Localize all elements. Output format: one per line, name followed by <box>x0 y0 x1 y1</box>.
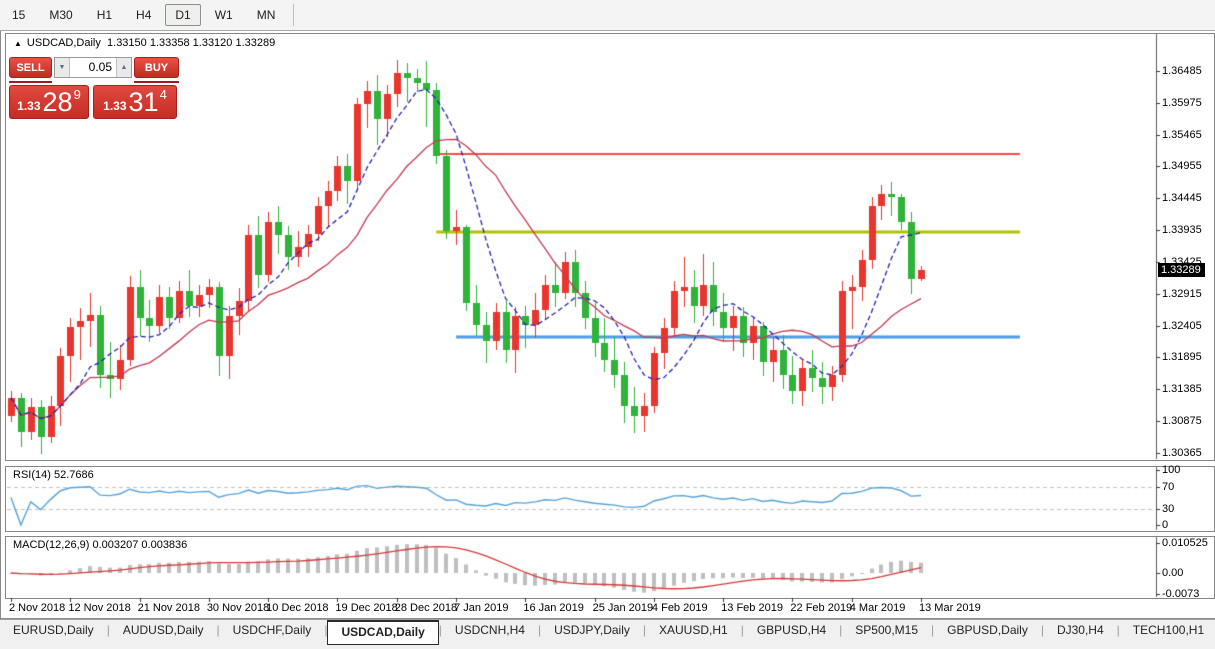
date-axis-label: 16 Jan 2019 <box>523 602 584 614</box>
date-axis-label: 2 Nov 2018 <box>9 602 66 614</box>
chart-symbol-label: USDCAD,Daily <box>26 37 101 49</box>
tab-divider: | <box>931 623 935 637</box>
price-axis-label: 1.33935 <box>1162 224 1202 237</box>
timeframe-button-mn[interactable]: MN <box>256 8 276 22</box>
chart-ohlc-values: 1.33150 1.33358 1.33120 1.33289 <box>107 37 276 49</box>
tab-divider: | <box>216 623 220 637</box>
chart-tab-usdchf-daily[interactable]: USDCHF,Daily <box>232 623 312 637</box>
date-axis-label: 21 Nov 2018 <box>137 602 200 614</box>
price-axis-label: 1.32405 <box>1162 319 1202 332</box>
price-axis-label: 1.36485 <box>1162 65 1202 77</box>
chart-tab-usdcnh-h4[interactable]: USDCNH,H4 <box>454 623 525 637</box>
rsi-indicator-label: RSI(14) 52.7686 <box>13 469 94 481</box>
sell-price-button[interactable]: 1.33 28 9 <box>9 85 89 119</box>
chart-canvas[interactable] <box>1 31 1215 619</box>
rsi-axis-label: 0 <box>1162 519 1169 531</box>
rsi-axis-label: 30 <box>1162 502 1175 515</box>
macd-indicator-label: MACD(12,26,9) 0.003207 0.003836 <box>13 539 188 551</box>
date-axis-label: 10 Dec 2018 <box>266 602 329 614</box>
price-axis-label: 1.31385 <box>1162 383 1202 396</box>
volume-stepper: ▼ 0.05 ▲ <box>54 57 132 78</box>
macd-axis-label: 0.00 <box>1162 567 1184 579</box>
sell-price-main: 28 <box>42 87 73 117</box>
price-axis-label: 1.34445 <box>1162 192 1202 205</box>
timeframe-button-m30[interactable]: M30 <box>49 8 73 22</box>
price-axis-label: 1.30365 <box>1162 446 1202 459</box>
timeframe-button-15[interactable]: 15 <box>12 8 26 22</box>
price-axis-label: 1.31895 <box>1162 351 1202 364</box>
chart-tab-xauusd-h1[interactable]: XAUUSD,H1 <box>659 623 728 637</box>
tab-divider: | <box>1040 623 1044 637</box>
date-axis-label: 12 Nov 2018 <box>68 602 131 614</box>
chart-title: ▲ USDCAD,Daily 1.33150 1.33358 1.33120 1.… <box>14 37 275 49</box>
chart-tab-usdcad-daily[interactable]: USDCAD,Daily <box>327 620 439 645</box>
tab-divider: | <box>106 623 110 637</box>
collapse-arrow-icon[interactable]: ▲ <box>14 39 22 48</box>
volume-input[interactable]: 0.05 <box>88 60 112 74</box>
sell-divider <box>9 81 52 83</box>
price-axis-label: 1.35465 <box>1162 128 1202 141</box>
chart-tab-dj30-h4[interactable]: DJ30,H4 <box>1056 623 1104 637</box>
rsi-axis-label: 100 <box>1162 464 1181 476</box>
chart-tab-audusd-daily[interactable]: AUDUSD,Daily <box>122 623 204 637</box>
buy-price-main: 31 <box>128 87 159 117</box>
tab-divider: | <box>740 623 744 637</box>
chart-tab-tech100-h1[interactable]: TECH100,H1 <box>1132 623 1205 637</box>
volume-decrease-icon[interactable]: ▼ <box>55 58 70 77</box>
tab-divider: | <box>642 623 646 637</box>
current-price-tag: 1.33289 <box>1158 263 1205 278</box>
tab-divider: | <box>839 623 843 637</box>
price-axis-label: 1.35975 <box>1162 96 1202 109</box>
price-axis-label: 1.32915 <box>1162 287 1202 300</box>
buy-price-button[interactable]: 1.33 31 4 <box>93 85 177 119</box>
macd-axis-label: -0.0073 <box>1162 587 1200 600</box>
chart-tab-sp500-m15[interactable]: SP500,M15 <box>855 623 919 637</box>
timeframe-button-h4[interactable]: H4 <box>136 8 152 22</box>
buy-button[interactable]: BUY <box>134 57 179 78</box>
timeframe-button-d1[interactable]: D1 <box>165 4 201 26</box>
volume-increase-icon[interactable]: ▲ <box>116 58 131 77</box>
sell-price-prefix: 1.33 <box>17 99 41 113</box>
macd-axis-label: 0.010525 <box>1162 537 1208 549</box>
date-axis-label: 4 Mar 2019 <box>849 602 906 614</box>
date-axis-label: 13 Feb 2019 <box>721 602 783 614</box>
date-axis-label: 25 Jan 2019 <box>592 602 654 614</box>
sell-button[interactable]: SELL <box>9 57 52 78</box>
date-axis-label: 22 Feb 2019 <box>790 602 853 614</box>
chart-tab-bar: EURUSD,Daily | AUDUSD,Daily | USDCHF,Daily | U… <box>0 619 1215 649</box>
tab-divider: | <box>1116 623 1120 637</box>
timeframe-button-h1[interactable]: H1 <box>96 8 113 22</box>
tab-divider: | <box>537 623 542 637</box>
chart-tab-gbpusd-h4[interactable]: GBPUSD,H4 <box>756 623 827 637</box>
chart-tab-usdjpy-daily[interactable]: USDJPY,Daily <box>554 623 630 637</box>
date-axis-label: 19 Dec 2018 <box>335 602 398 614</box>
chart-tab-gbpusd-daily[interactable]: GBPUSD,Daily <box>947 623 1028 637</box>
toolbar-separator <box>293 4 295 26</box>
price-axis-label: 1.34955 <box>1162 160 1202 173</box>
chart-tab-eurusd-daily[interactable]: EURUSD,Daily <box>13 623 94 637</box>
chart-window: ▲ USDCAD,Daily 1.33150 1.33358 1.33120 1.… <box>0 31 1215 619</box>
date-axis-label: 7 Jan 2019 <box>454 602 509 614</box>
date-axis-label: 4 Feb 2019 <box>651 602 708 614</box>
buy-price-prefix: 1.33 <box>103 99 127 113</box>
buy-divider <box>134 81 179 83</box>
timeframe-toolbar: 15 M30 H1 H4 D1 W1 MN <box>0 0 1215 31</box>
sell-price-pip: 9 <box>73 87 81 102</box>
tab-divider: | <box>438 623 442 637</box>
date-axis-label: 13 Mar 2019 <box>919 602 981 614</box>
buy-price-pip: 4 <box>159 87 167 102</box>
price-axis-label: 1.30875 <box>1162 415 1202 428</box>
date-axis-label: 30 Nov 2018 <box>206 602 270 614</box>
date-axis-label: 28 Dec 2018 <box>394 602 458 614</box>
timeframe-button-w1[interactable]: W1 <box>214 8 233 22</box>
rsi-axis-label: 70 <box>1162 480 1175 493</box>
tab-divider: | <box>324 623 328 637</box>
